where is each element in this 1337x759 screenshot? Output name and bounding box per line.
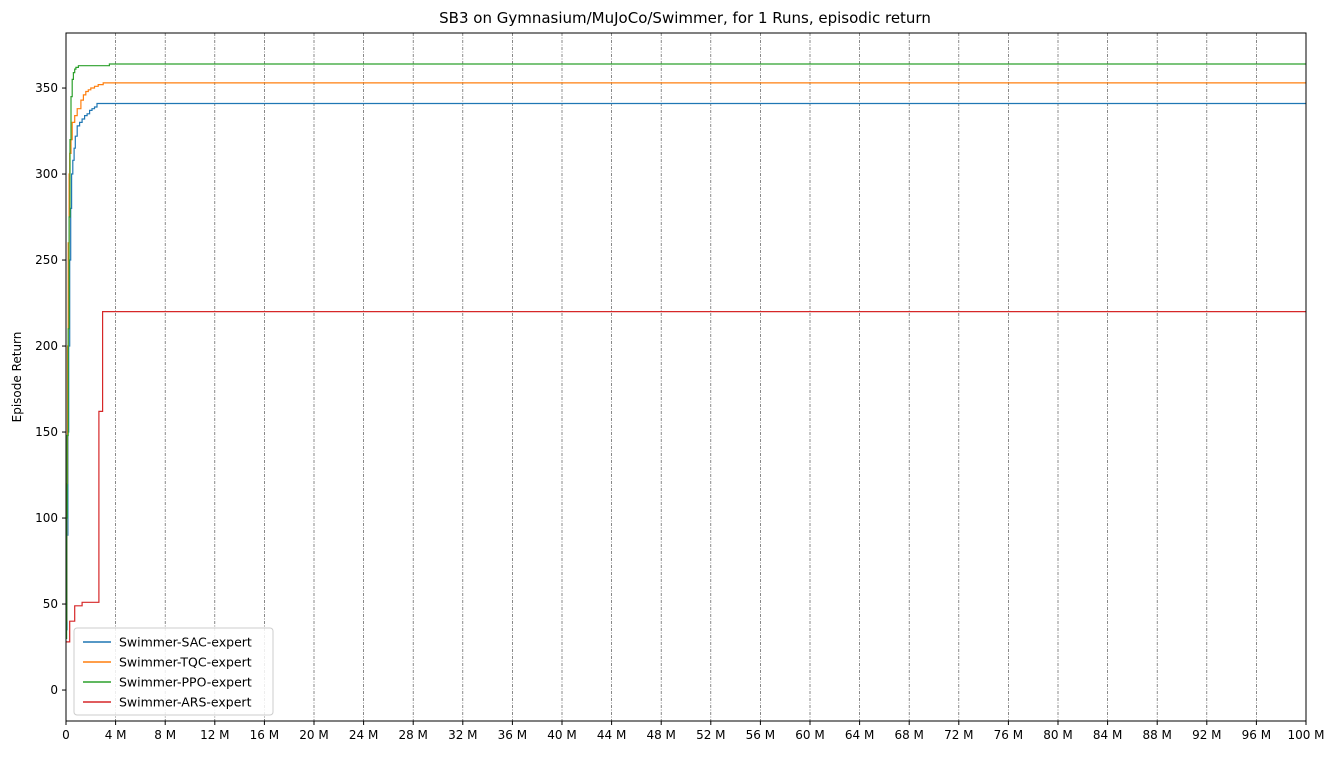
series-lines xyxy=(66,63,1306,643)
x-tick-label: 36 M xyxy=(498,728,527,742)
x-tick-label: 40 M xyxy=(547,728,576,742)
x-tick-label: 0 xyxy=(62,728,70,742)
x-tick-label: 76 M xyxy=(994,728,1023,742)
series-line-swimmer-sac-expert xyxy=(66,102,1306,631)
series-line-swimmer-ppo-expert xyxy=(66,63,1306,639)
x-tick-label: 4 M xyxy=(105,728,127,742)
x-tick-label: 32 M xyxy=(448,728,477,742)
legend-entry: Swimmer-TQC-expert xyxy=(119,655,252,670)
y-tick-label: 150 xyxy=(35,425,58,439)
x-tick-label: 8 M xyxy=(154,728,176,742)
x-tick-label: 68 M xyxy=(894,728,923,742)
x-tick-label: 48 M xyxy=(646,728,675,742)
x-tick-label: 88 M xyxy=(1142,728,1171,742)
legend-entry: Swimmer-PPO-expert xyxy=(119,675,252,690)
x-tick-label: 52 M xyxy=(696,728,725,742)
x-tick-label: 44 M xyxy=(597,728,626,742)
x-tick-label: 84 M xyxy=(1093,728,1122,742)
legend-box xyxy=(73,627,274,716)
y-tick-label: 0 xyxy=(50,683,58,697)
legend-entry: Swimmer-ARS-expert xyxy=(119,695,252,710)
y-tick-label: 100 xyxy=(35,511,58,525)
legend-entry: Swimmer-SAC-expert xyxy=(119,635,252,650)
x-tick-label: 80 M xyxy=(1043,728,1072,742)
series-line-swimmer-ars-expert xyxy=(66,311,1306,643)
x-tick-label: 60 M xyxy=(795,728,824,742)
x-tick-label: 12 M xyxy=(200,728,229,742)
legend: Swimmer-SAC-expert Swimmer-TQC-expert Swim… xyxy=(73,627,274,716)
plot-frame xyxy=(65,32,1307,722)
x-tick-label: 20 M xyxy=(299,728,328,742)
x-tick-label: 72 M xyxy=(944,728,973,742)
x-tick-label: 64 M xyxy=(845,728,874,742)
x-tick-label: 56 M xyxy=(746,728,775,742)
x-tick-label: 92 M xyxy=(1192,728,1221,742)
y-tick-label: 300 xyxy=(35,167,58,181)
x-tick-label: 24 M xyxy=(349,728,378,742)
x-tick-label: 16 M xyxy=(250,728,279,742)
x-axis: 0 4 M 8 M 12 M 16 M 20 M 24 M 28 M 32 M 36 M 40 M 4… xyxy=(62,721,1325,742)
chart-title: SB3 on Gymnasium/MuJoCo/Swimmer, for 1 R… xyxy=(439,9,931,27)
y-tick-label: 50 xyxy=(43,597,58,611)
y-tick-label: 250 xyxy=(35,253,58,267)
y-axis-label: Episode Return xyxy=(10,332,24,423)
x-tick-label: 100 M xyxy=(1287,728,1324,742)
x-tick-label: 28 M xyxy=(398,728,427,742)
series-line-swimmer-tqc-expert xyxy=(66,82,1306,622)
grid-lines xyxy=(115,33,1257,721)
y-axis: 0 50 100 150 200 250 300 350 xyxy=(35,81,66,697)
y-tick-label: 200 xyxy=(35,339,58,353)
y-tick-label: 350 xyxy=(35,81,58,95)
x-tick-label: 96 M xyxy=(1242,728,1271,742)
